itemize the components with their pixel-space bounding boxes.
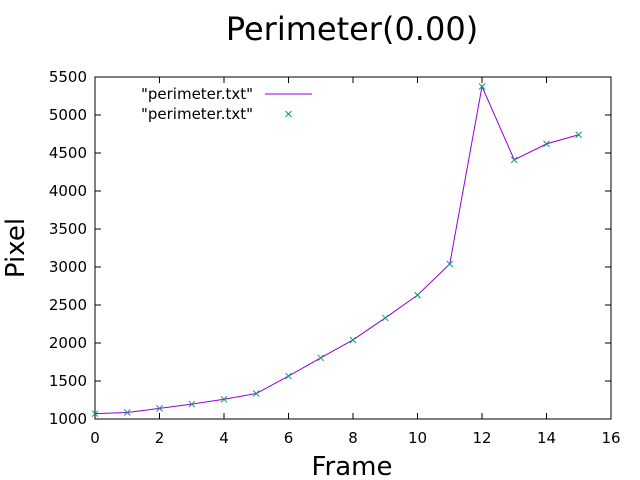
y-tick-label: 2500 [49,296,87,314]
data-point [123,409,131,416]
data-point-stroke [543,140,550,148]
y-tick-label: 3000 [49,258,87,276]
data-point [510,156,518,164]
data-point [252,390,260,397]
legend-point-sample [285,110,292,118]
data-point [543,140,550,148]
y-tick-label: 3500 [49,220,87,238]
x-tick-label: 6 [284,429,294,447]
data-point [381,314,389,322]
data-point [220,395,228,403]
data-point [478,83,486,90]
y-tick-label: 2000 [49,334,87,352]
data-point-stroke [91,410,99,418]
data-point-stroke [446,260,454,268]
data-point-stroke [575,131,583,139]
data-point [188,400,196,408]
data-point-stroke [188,400,196,408]
data-point [317,354,325,362]
data-point-stroke [285,110,292,118]
data-point [446,260,454,268]
x-tick-label: 8 [348,429,358,447]
y-axis-title: Pixel [1,218,31,278]
x-axis-title: Frame [311,452,392,480]
data-point-stroke [478,83,486,90]
x-tick-label: 12 [472,429,491,447]
y-tick-label: 5000 [49,106,87,124]
data-point-stroke [123,409,131,416]
x-tick-label: 2 [155,429,165,447]
data-point-stroke [220,395,228,403]
plot-frame [94,76,612,420]
y-tick-label: 4500 [49,144,87,162]
data-point-stroke [156,405,163,412]
series-line [94,84,579,415]
data-point [156,405,163,412]
data-point [91,410,99,418]
data-point-stroke [510,156,518,164]
y-tick-label: 1000 [49,410,87,428]
y-tick-label: 4000 [49,182,87,200]
data-point-stroke [317,354,325,362]
x-tick-label: 4 [219,429,229,447]
data-point-stroke [285,372,292,380]
data-point-stroke [349,336,357,344]
x-tick-label: 14 [537,429,556,447]
x-tick-label: 0 [90,429,100,447]
x-tick-label: 10 [408,429,427,447]
chart-title: Perimeter(0.00) [226,10,478,48]
data-point-stroke [381,314,389,322]
legend-label: "perimeter.txt" [141,105,253,123]
legend-label: "perimeter.txt" [141,85,253,103]
y-tick-label: 5500 [49,68,87,86]
data-point-stroke [252,390,260,397]
data-point [575,131,583,139]
y-tick-label: 1500 [49,372,87,390]
data-point [285,372,292,380]
x-tick-label: 16 [601,429,620,447]
data-point [414,291,421,299]
data-point-stroke [414,291,421,299]
data-point [349,336,357,344]
